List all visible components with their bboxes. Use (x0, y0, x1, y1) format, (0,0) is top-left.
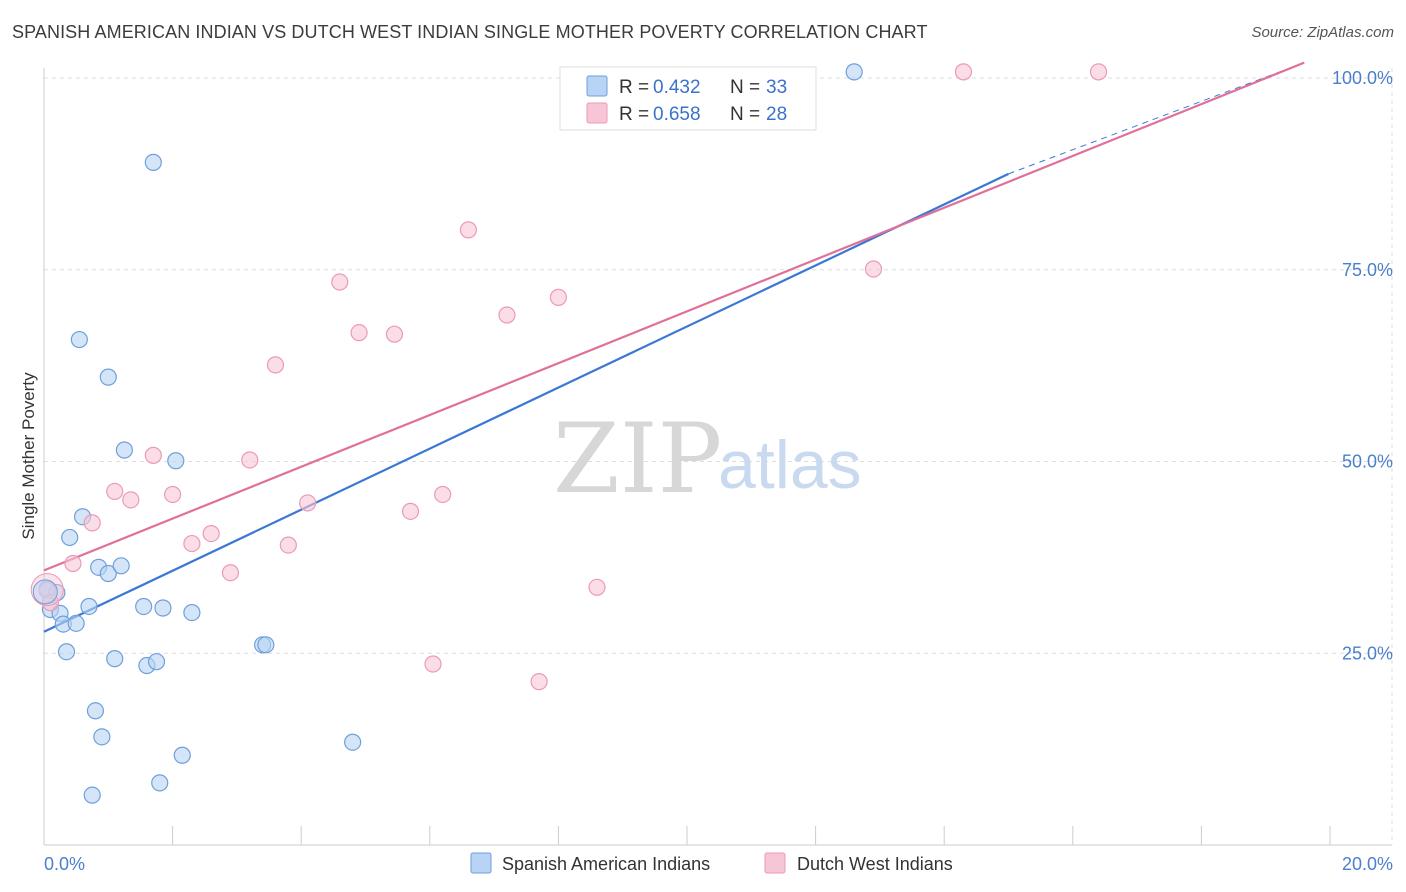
legend: R = 0.432 N = 33 R = 0.658 N = 28 (559, 66, 817, 131)
legend-n-label: N = (730, 104, 760, 125)
trend-line-pink (43, 61, 1305, 572)
legend-r-label: R = (619, 77, 649, 98)
trend-line-blue (43, 172, 1009, 633)
point-dutch-west-indians (266, 356, 285, 374)
y-tick-label: 50.0% (1342, 452, 1393, 472)
point-dutch-west-indians (122, 491, 140, 509)
point-spanish-american-indians (135, 597, 153, 616)
bottom-legend-label: Spanish American Indians (502, 854, 710, 874)
point-spanish-american-indians (144, 153, 162, 171)
point-dutch-west-indians (459, 221, 477, 239)
trend-line-blue-extension (1008, 62, 1305, 175)
point-dutch-west-indians (424, 655, 442, 673)
point-dutch-west-indians (221, 564, 240, 582)
watermark-atlas: atlas (718, 427, 862, 503)
watermark-zip: ZIP (553, 403, 722, 515)
y-axis-label: Single Mother Poverty (19, 372, 38, 540)
y-tick-label: 100.0% (1332, 68, 1393, 88)
point-dutch-west-indians (498, 306, 516, 324)
point-dutch-west-indians (588, 578, 606, 596)
point-dutch-west-indians (331, 273, 349, 291)
point-dutch-west-indians (350, 324, 368, 342)
point-spanish-american-indians (99, 564, 117, 583)
point-dutch-west-indians (385, 325, 404, 343)
point-dutch-west-indians (144, 446, 162, 464)
watermark: ZIP atlas (553, 403, 862, 515)
point-spanish-american-indians (57, 643, 76, 661)
point-dutch-west-indians (183, 534, 201, 553)
legend-n-value: 33 (766, 77, 787, 98)
point-spanish-american-indians (80, 597, 98, 616)
point-spanish-american-indians (257, 636, 275, 654)
source-label: Source: ZipAtlas.com (1251, 24, 1394, 41)
trend-lines (43, 61, 1305, 633)
point-spanish-american-indians (845, 63, 863, 81)
point-dutch-west-indians (164, 485, 182, 504)
point-spanish-american-indians (99, 368, 117, 386)
legend-r-value: 0.432 (653, 77, 701, 98)
legend-n-label: N = (730, 77, 760, 98)
bottom-legend-label: Dutch West Indians (797, 854, 953, 874)
point-spanish-american-indians (183, 603, 201, 622)
point-spanish-american-indians (147, 653, 166, 671)
point-dutch-west-indians (401, 502, 420, 520)
point-dutch-west-indians (954, 63, 973, 81)
legend-n-value: 28 (766, 104, 787, 125)
chart-title: SPANISH AMERICAN INDIAN VS DUTCH WEST IN… (12, 22, 928, 42)
point-dutch-west-indians (64, 554, 82, 573)
y-tick-label: 75.0% (1342, 260, 1393, 280)
point-spanish-american-indians (115, 441, 133, 459)
point-spanish-american-indians (106, 650, 124, 668)
point-dutch-west-indians (106, 482, 124, 501)
point-spanish-american-indians (344, 733, 362, 751)
legend-r-label: R = (619, 104, 649, 125)
point-spanish-american-indians (93, 728, 111, 746)
point-cluster-blue (32, 579, 58, 605)
legend-r-value: 0.658 (653, 104, 701, 125)
point-spanish-american-indians (151, 774, 169, 792)
tick-labels: 25.0% 50.0% 75.0% 100.0% 0.0% 20.0% (44, 68, 1393, 874)
point-spanish-american-indians (154, 599, 172, 617)
point-dutch-west-indians (299, 494, 317, 512)
legend-swatch-blue (586, 75, 608, 97)
point-dutch-west-indians (864, 260, 883, 278)
point-dutch-west-indians (279, 536, 297, 554)
point-dutch-west-indians (530, 673, 548, 691)
bottom-legend-swatch-pink (764, 852, 786, 874)
axes (43, 68, 1392, 846)
point-spanish-american-indians (167, 452, 185, 470)
gridlines (44, 68, 1393, 845)
point-dutch-west-indians (83, 514, 101, 532)
point-spanish-american-indians (61, 528, 79, 547)
legend-swatch-pink (586, 102, 608, 124)
point-spanish-american-indians (112, 557, 130, 575)
point-spanish-american-indians (83, 786, 101, 804)
x-tick-label: 20.0% (1342, 854, 1393, 874)
bottom-legend: Spanish American Indians Dutch West Indi… (470, 852, 953, 874)
point-spanish-american-indians (173, 746, 191, 764)
point-dutch-west-indians (1089, 63, 1108, 81)
data-points (30, 63, 1108, 804)
point-spanish-american-indians (67, 614, 85, 632)
point-dutch-west-indians (549, 288, 568, 306)
bottom-legend-swatch-blue (470, 852, 492, 874)
point-dutch-west-indians (434, 485, 452, 504)
point-dutch-west-indians (241, 451, 259, 469)
point-dutch-west-indians (202, 524, 220, 543)
point-spanish-american-indians (86, 702, 105, 720)
y-tick-label: 25.0% (1342, 643, 1393, 663)
x-tick-label: 0.0% (44, 854, 85, 874)
point-spanish-american-indians (70, 330, 88, 349)
